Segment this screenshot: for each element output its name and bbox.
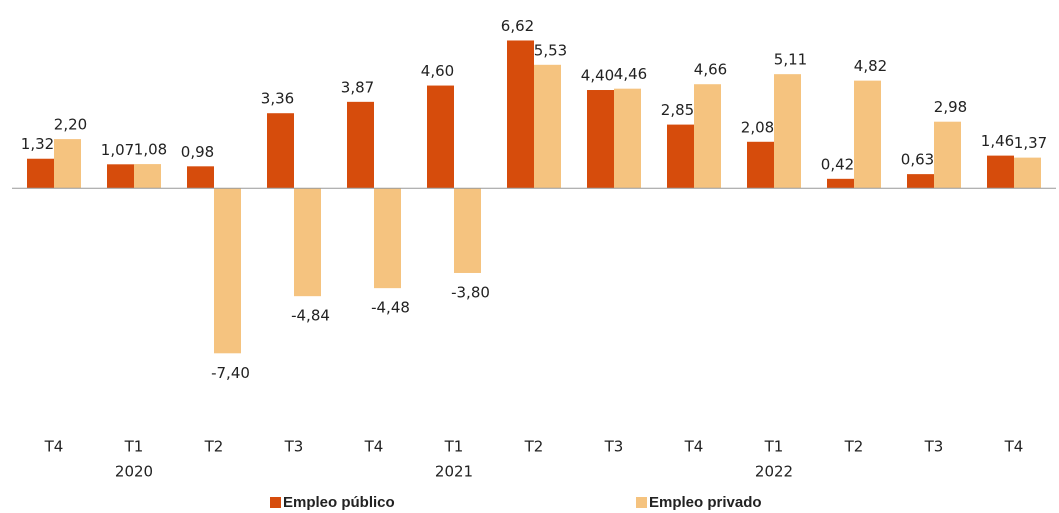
x-tick-label: T2 bbox=[844, 438, 864, 456]
bar bbox=[987, 155, 1014, 189]
bar bbox=[507, 40, 534, 189]
data-label: 6,62 bbox=[501, 17, 534, 35]
legend-swatch bbox=[270, 497, 281, 508]
x-tick-label: T4 bbox=[364, 438, 384, 456]
bar bbox=[374, 188, 401, 289]
bar bbox=[1014, 157, 1041, 189]
legend-label: Empleo privado bbox=[649, 494, 762, 511]
data-label: 4,40 bbox=[581, 67, 614, 85]
bar bbox=[827, 178, 854, 189]
bar bbox=[747, 141, 774, 189]
x-tick-label: T4 bbox=[1004, 438, 1024, 456]
bar bbox=[667, 124, 694, 189]
data-label: 2,20 bbox=[54, 116, 87, 134]
data-label: 0,42 bbox=[821, 155, 854, 173]
data-label: -4,84 bbox=[291, 307, 330, 325]
data-label: 1,32 bbox=[21, 135, 54, 153]
x-tick-label: T2 bbox=[204, 438, 224, 456]
data-label: 3,36 bbox=[261, 90, 294, 108]
data-label: 4,66 bbox=[694, 61, 727, 79]
bar bbox=[454, 188, 481, 273]
x-tick-label: T3 bbox=[924, 438, 944, 456]
data-label: 4,46 bbox=[614, 65, 647, 83]
x-tick-label: T3 bbox=[284, 438, 304, 456]
data-label: 5,53 bbox=[534, 41, 567, 59]
legend-label: Empleo público bbox=[283, 494, 395, 511]
data-label: -3,80 bbox=[451, 283, 490, 301]
data-label: 2,85 bbox=[661, 101, 694, 119]
bar bbox=[854, 80, 881, 189]
x-tick-label: T3 bbox=[604, 438, 624, 456]
data-label: -7,40 bbox=[211, 364, 250, 382]
x-tick-label: T4 bbox=[684, 438, 704, 456]
bar bbox=[347, 101, 374, 189]
bar bbox=[187, 166, 214, 189]
bar bbox=[907, 174, 934, 189]
data-label: 5,11 bbox=[774, 51, 807, 69]
bar bbox=[587, 90, 614, 189]
year-label: 2022 bbox=[755, 463, 793, 481]
bar bbox=[614, 88, 641, 189]
bar bbox=[294, 188, 321, 297]
data-label: 4,82 bbox=[854, 57, 887, 75]
data-label: 2,08 bbox=[741, 118, 774, 136]
bar bbox=[54, 139, 81, 189]
data-label: 3,87 bbox=[341, 78, 374, 96]
data-label: 1,37 bbox=[1014, 134, 1047, 152]
bar bbox=[267, 113, 294, 189]
data-label: -4,48 bbox=[371, 299, 410, 317]
data-label: 2,98 bbox=[934, 98, 967, 116]
bar bbox=[934, 121, 961, 189]
data-label: 1,08 bbox=[134, 141, 167, 159]
legend-swatch bbox=[636, 497, 647, 508]
data-label: 0,98 bbox=[181, 143, 214, 161]
x-tick-label: T1 bbox=[124, 438, 144, 456]
year-label: 2021 bbox=[435, 463, 473, 481]
data-label: 1,46 bbox=[981, 132, 1014, 150]
bar bbox=[134, 164, 161, 189]
data-label: 1,07 bbox=[101, 141, 134, 159]
data-label: 0,63 bbox=[901, 151, 934, 169]
bar bbox=[427, 85, 454, 189]
bar bbox=[694, 84, 721, 189]
bar bbox=[534, 64, 561, 189]
bar bbox=[27, 158, 54, 189]
data-label: 4,60 bbox=[421, 62, 454, 80]
bar bbox=[774, 74, 801, 189]
x-tick-label: T1 bbox=[764, 438, 784, 456]
year-label: 2020 bbox=[115, 463, 153, 481]
x-tick-label: T4 bbox=[44, 438, 64, 456]
bar bbox=[214, 188, 241, 354]
bar bbox=[107, 164, 134, 189]
x-tick-label: T2 bbox=[524, 438, 544, 456]
x-tick-label: T1 bbox=[444, 438, 464, 456]
